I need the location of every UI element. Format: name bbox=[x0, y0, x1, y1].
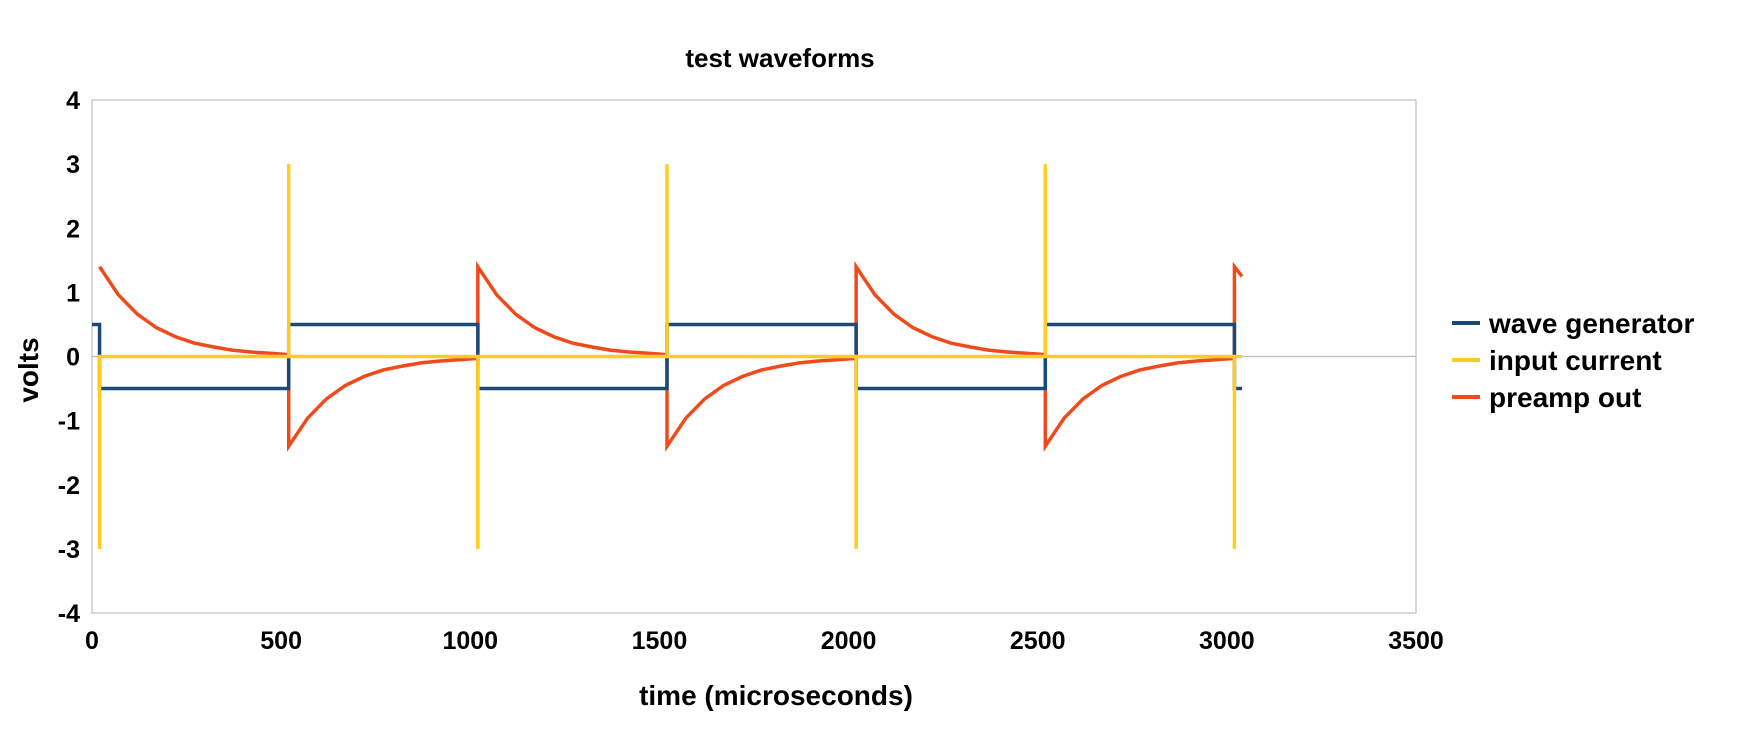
y-tick-label: -3 bbox=[58, 536, 80, 564]
x-axis-label: time (microseconds) bbox=[639, 680, 913, 711]
x-tick-label: 2000 bbox=[821, 627, 877, 655]
y-tick-label: 4 bbox=[66, 87, 80, 115]
y-tick-label: 3 bbox=[66, 151, 80, 179]
legend-label: input current bbox=[1489, 345, 1662, 376]
x-tick-label: 0 bbox=[85, 627, 99, 655]
legend: wave generator input current preamp out bbox=[1452, 308, 1695, 413]
x-tick-label: 1500 bbox=[632, 627, 688, 655]
y-tick-label: -4 bbox=[58, 600, 80, 628]
legend-label: wave generator bbox=[1488, 308, 1695, 339]
x-tick-label: 500 bbox=[260, 627, 302, 655]
series-line-preamp-out bbox=[98, 260, 1244, 453]
y-tick-label: -2 bbox=[58, 472, 80, 500]
series-line-input-current bbox=[97, 164, 1242, 549]
x-axis: 0 500 1000 1500 2000 2500 3000 3500 bbox=[85, 627, 1444, 655]
series-layer bbox=[92, 164, 1244, 549]
x-tick-label: 1000 bbox=[442, 627, 498, 655]
legend-label: preamp out bbox=[1489, 382, 1641, 413]
y-axis: 4 3 2 1 0 -1 -2 -3 -4 bbox=[58, 87, 80, 628]
y-axis-label: volts bbox=[13, 337, 44, 402]
y-tick-label: 0 bbox=[66, 344, 80, 372]
y-tick-label: 2 bbox=[66, 215, 80, 243]
x-tick-label: 3000 bbox=[1199, 627, 1255, 655]
y-tick-label: -1 bbox=[58, 408, 80, 436]
y-tick-label: 1 bbox=[66, 279, 80, 307]
x-tick-label: 3500 bbox=[1388, 627, 1444, 655]
chart-title: test waveforms bbox=[685, 43, 874, 73]
x-tick-label: 2500 bbox=[1010, 627, 1066, 655]
